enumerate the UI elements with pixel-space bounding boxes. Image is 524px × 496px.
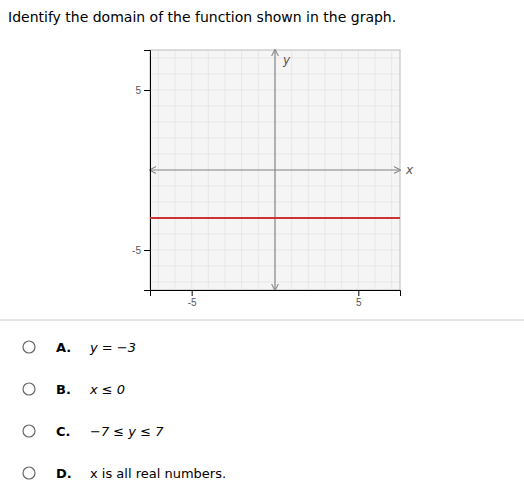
title: Identify the domain of the function show…	[8, 9, 396, 25]
x-axis-domain	[151, 291, 401, 297]
radio-circle	[23, 383, 35, 395]
choice-text: −7 ≤ y ≤ 7	[90, 424, 164, 439]
choice: D. x is all real numbers.	[23, 466, 226, 481]
x-axis: -5 5	[151, 290, 401, 308]
choice-label: B.	[56, 382, 71, 397]
choice-text: y = −3	[89, 340, 136, 355]
coordinate-axes	[150, 50, 400, 290]
choice-label: A.	[56, 340, 71, 355]
y-axis: -5 5	[132, 51, 150, 291]
data-line	[150, 217, 400, 219]
radio-circle	[23, 341, 35, 353]
y-axis-label: y	[282, 53, 291, 67]
data-layer	[150, 218, 400, 219]
choices: A. y = −3 B. x ≤ 0 C. −7 ≤ y ≤ 7 D. x is all re…	[23, 340, 226, 481]
separator	[0, 320, 524, 321]
choice-text: x ≤ 0	[89, 382, 125, 397]
radio-circle	[23, 425, 35, 437]
grid	[150, 50, 400, 290]
choice: C. −7 ≤ y ≤ 7	[23, 424, 164, 439]
x-tick-mark	[358, 290, 359, 296]
choice: B. x ≤ 0	[23, 382, 125, 397]
x-tick-label: 5	[356, 297, 362, 308]
choice: A. y = −3	[23, 340, 136, 355]
x-tick-label: -5	[188, 297, 197, 308]
y-axis-domain	[144, 51, 151, 291]
y-tick-mark	[144, 90, 150, 91]
x-tick-mark	[192, 290, 193, 296]
y-tick: -5	[132, 245, 150, 256]
grid-line	[275, 50, 276, 290]
chart: Identify the domain of the function show…	[0, 0, 524, 496]
radio-circle	[23, 467, 35, 479]
x-tick: -5	[188, 290, 197, 308]
grid-line	[150, 218, 400, 219]
plot-area	[150, 50, 400, 290]
choice-label: D.	[56, 466, 72, 481]
y-tick: 5	[135, 85, 150, 96]
x-axis-label: x	[405, 163, 414, 177]
choice-label: C.	[56, 424, 70, 439]
y-tick-label: -5	[132, 245, 141, 256]
choice-text: x is all real numbers.	[90, 466, 226, 481]
y-axis-line	[274, 50, 275, 290]
y-tick-label: 5	[135, 85, 141, 96]
y-tick-mark	[144, 250, 150, 251]
x-tick: 5	[356, 290, 362, 308]
